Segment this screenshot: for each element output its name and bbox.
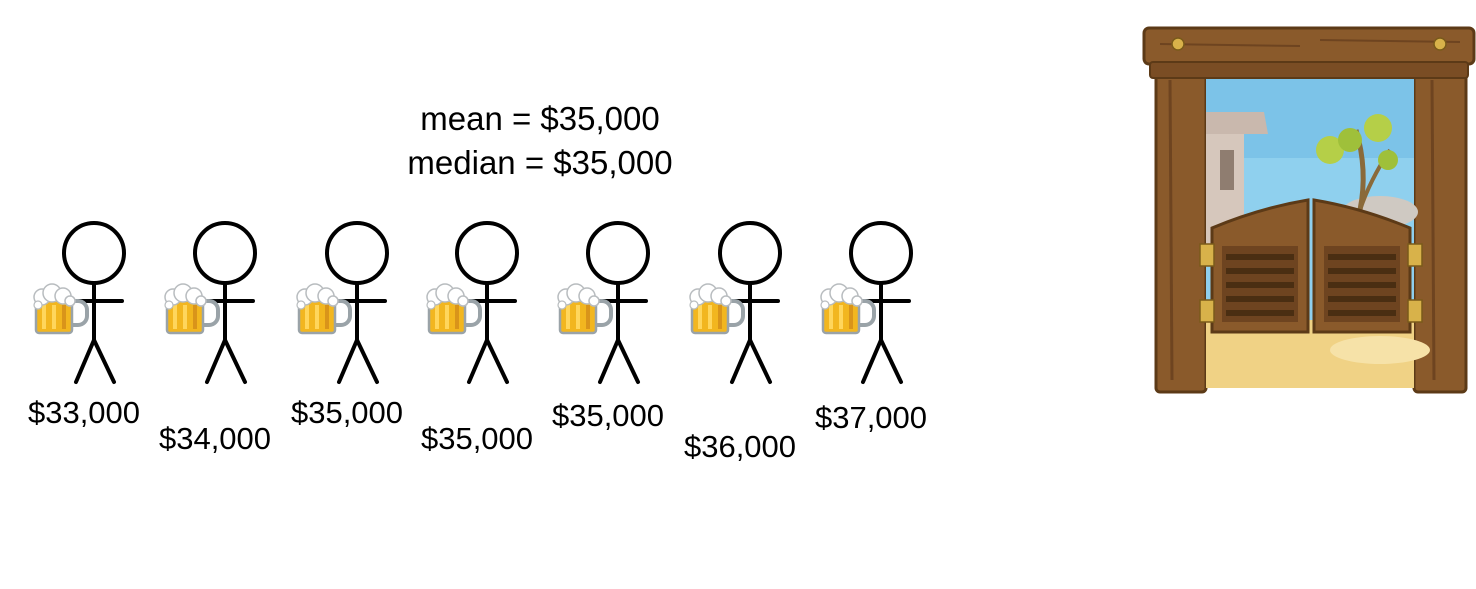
saloon-door-icon	[1142, 26, 1476, 394]
beer-mug-icon	[295, 282, 352, 335]
beer-mug-icon	[32, 282, 89, 335]
salary-label: $33,000	[28, 395, 140, 430]
beer-mug-icon	[556, 282, 613, 335]
stick-figure-icon	[849, 221, 913, 384]
mean-label: mean = $35,000	[420, 100, 659, 137]
stick-figure-icon	[455, 221, 519, 384]
person: $36,000	[684, 221, 796, 464]
beer-mug-icon	[688, 282, 745, 335]
beer-mug-icon	[425, 282, 482, 335]
stick-figure-icon	[586, 221, 650, 384]
people-group: $33,000 $34,000 $35,000 $35,000 $35,000 $36,0…	[28, 221, 927, 464]
person: $35,000	[552, 221, 664, 433]
person: $33,000	[28, 221, 140, 430]
person: $35,000	[421, 221, 533, 456]
beer-mug-icon	[819, 282, 876, 335]
salary-label: $35,000	[552, 398, 664, 433]
salary-label: $37,000	[815, 400, 927, 435]
person: $35,000	[291, 221, 403, 430]
salary-label: $35,000	[421, 421, 533, 456]
stick-figure-icon	[62, 221, 126, 384]
stick-figure-icon	[718, 221, 782, 384]
salary-label: $35,000	[291, 395, 403, 430]
salary-label: $36,000	[684, 429, 796, 464]
person: $34,000	[159, 221, 271, 456]
salary-label: $34,000	[159, 421, 271, 456]
person: $37,000	[815, 221, 927, 435]
median-label: median = $35,000	[407, 144, 672, 181]
beer-mug-icon	[163, 282, 220, 335]
